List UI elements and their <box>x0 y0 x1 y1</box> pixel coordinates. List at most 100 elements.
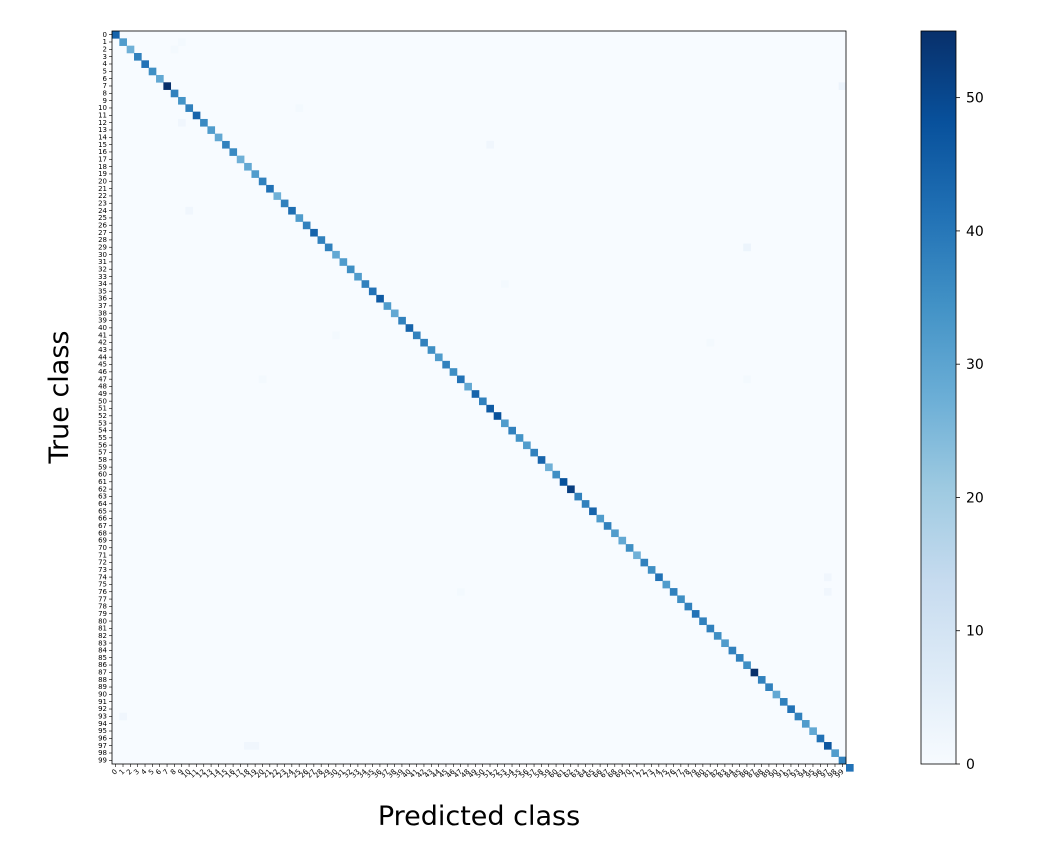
y-tick-label: 87 <box>98 669 107 677</box>
heatmap-cell-diagonal <box>376 294 384 303</box>
x-tick-label: 47 <box>452 768 464 780</box>
x-tick-label: 19 <box>247 768 259 780</box>
y-tick-label: 91 <box>98 698 107 706</box>
x-tick-label: 22 <box>269 768 281 780</box>
heatmap-cell-diagonal <box>691 610 700 618</box>
heatmap-cell-diagonal <box>288 206 296 215</box>
y-tick-label: 15 <box>98 141 107 149</box>
heatmap-cell-diagonal <box>251 170 260 178</box>
y-tick-label: 11 <box>98 111 107 119</box>
x-tick-label: 42 <box>415 768 427 780</box>
y-tick-label: 6 <box>103 75 108 83</box>
y-tick-label: 57 <box>98 449 107 457</box>
heatmap-cell-diagonal <box>317 236 326 244</box>
heatmap-cell-diagonal <box>324 243 333 252</box>
heatmap-cell-diagonal <box>603 522 612 530</box>
heatmap-cell-diagonal <box>779 698 788 706</box>
y-tick-label: 95 <box>98 727 107 735</box>
colorbar: 0 10 20 30 40 50 <box>920 30 984 773</box>
y-tick-label: 12 <box>98 119 107 127</box>
x-tick-label: 81 <box>702 768 714 780</box>
x-tick-label: 12 <box>195 768 207 780</box>
heatmap-cell-diagonal <box>809 727 817 735</box>
y-tick-label: 68 <box>98 529 107 537</box>
x-tick-label: 55 <box>511 768 523 780</box>
heatmap-cell-diagonal <box>655 573 663 582</box>
heatmap-cell-diagonal <box>501 419 509 428</box>
x-tick-label: 90 <box>768 768 780 780</box>
x-tick-label: 82 <box>709 768 721 780</box>
y-tick-label: 47 <box>98 375 107 383</box>
heatmap-cell-diagonal <box>214 133 223 142</box>
heatmap-cell-diagonal <box>332 250 340 259</box>
heatmap-cell-diagonal <box>823 742 832 750</box>
y-tick-label: 20 <box>98 177 107 185</box>
heatmap-cell-diagonal <box>295 214 304 222</box>
heatmap-cell-diagonal <box>280 199 289 208</box>
y-tick-label: 79 <box>98 610 107 618</box>
heatmap-cell-offdiag <box>185 206 194 215</box>
y-tick-label: 34 <box>98 280 107 288</box>
heatmap-cell-diagonal <box>427 346 436 354</box>
y-tick-label: 48 <box>98 383 107 391</box>
y-tick-label: 99 <box>98 757 107 765</box>
x-tick-label: 89 <box>760 768 772 780</box>
y-tick-label: 84 <box>98 647 107 655</box>
y-tick-label: 29 <box>98 243 107 251</box>
x-tick-label: 13 <box>203 768 215 780</box>
y-tick-label: 52 <box>98 412 107 420</box>
x-tick-label: 91 <box>775 768 787 780</box>
heatmap-cell-offdiag <box>332 331 340 340</box>
x-tick-label: 60 <box>548 768 560 780</box>
y-tick-label: 67 <box>98 522 107 530</box>
y-tick-label: 1 <box>103 38 107 46</box>
y-tick-label: 42 <box>98 339 107 347</box>
heatmap-cell-offdiag <box>706 338 715 347</box>
heatmap-cell-offdiag <box>178 118 186 127</box>
heatmap-cell-diagonal <box>640 558 649 567</box>
y-tick-label: 61 <box>98 478 107 486</box>
y-tick-label: 16 <box>98 148 107 156</box>
heatmap-cell-diagonal <box>589 507 597 516</box>
heatmap-cell-diagonal <box>757 676 766 684</box>
x-tick-label: 25 <box>291 768 303 780</box>
x-tick-label: 85 <box>731 768 743 780</box>
x-tick-label: 79 <box>687 768 699 780</box>
x-tick-label: 61 <box>555 768 567 780</box>
y-tick-label: 70 <box>98 544 107 552</box>
x-tick-label: 88 <box>753 768 765 780</box>
heatmap-cell-diagonal <box>346 265 355 274</box>
y-tick-label: 21 <box>98 185 107 193</box>
heatmap-cell-diagonal <box>258 177 267 186</box>
heatmap-cell-diagonal <box>310 228 318 237</box>
y-tick-label: 7 <box>103 82 107 90</box>
heatmap-cell-offdiag <box>170 45 179 54</box>
y-tick-label: 92 <box>98 705 107 713</box>
colorbar-tick-label: 0 <box>966 757 975 773</box>
y-tick-label: 22 <box>98 192 107 200</box>
x-tick-label: 31 <box>335 768 347 780</box>
colorbar-tick-label: 20 <box>966 490 984 506</box>
colorbar-tick-label: 40 <box>966 224 984 240</box>
y-tick-label: 45 <box>98 361 107 369</box>
x-tick-label: 33 <box>349 768 361 780</box>
heatmap-cell-offdiag <box>486 140 494 149</box>
x-tick-label: 75 <box>658 768 670 780</box>
heatmap-cell-diagonal <box>596 514 605 523</box>
y-tick-label: 62 <box>98 485 107 493</box>
y-tick-label: 73 <box>98 566 107 574</box>
y-tick-label: 72 <box>98 559 107 567</box>
y-tick-label: 14 <box>98 133 107 141</box>
x-tick-label: 99 <box>834 768 846 780</box>
heatmap-cell-diagonal <box>721 639 729 648</box>
heatmap-cell-diagonal <box>266 184 274 193</box>
x-tick-label: 20 <box>254 768 266 780</box>
x-tick-label: 10 <box>181 768 193 780</box>
y-tick-label: 9 <box>103 97 107 105</box>
y-tick-label: 50 <box>98 397 107 405</box>
y-tick-label: 3 <box>103 53 107 61</box>
y-tick-label: 66 <box>98 515 107 523</box>
y-tick-label: 93 <box>98 713 107 721</box>
heatmap-cell-offdiag <box>501 280 509 288</box>
heatmap-cell-diagonal <box>134 52 142 61</box>
